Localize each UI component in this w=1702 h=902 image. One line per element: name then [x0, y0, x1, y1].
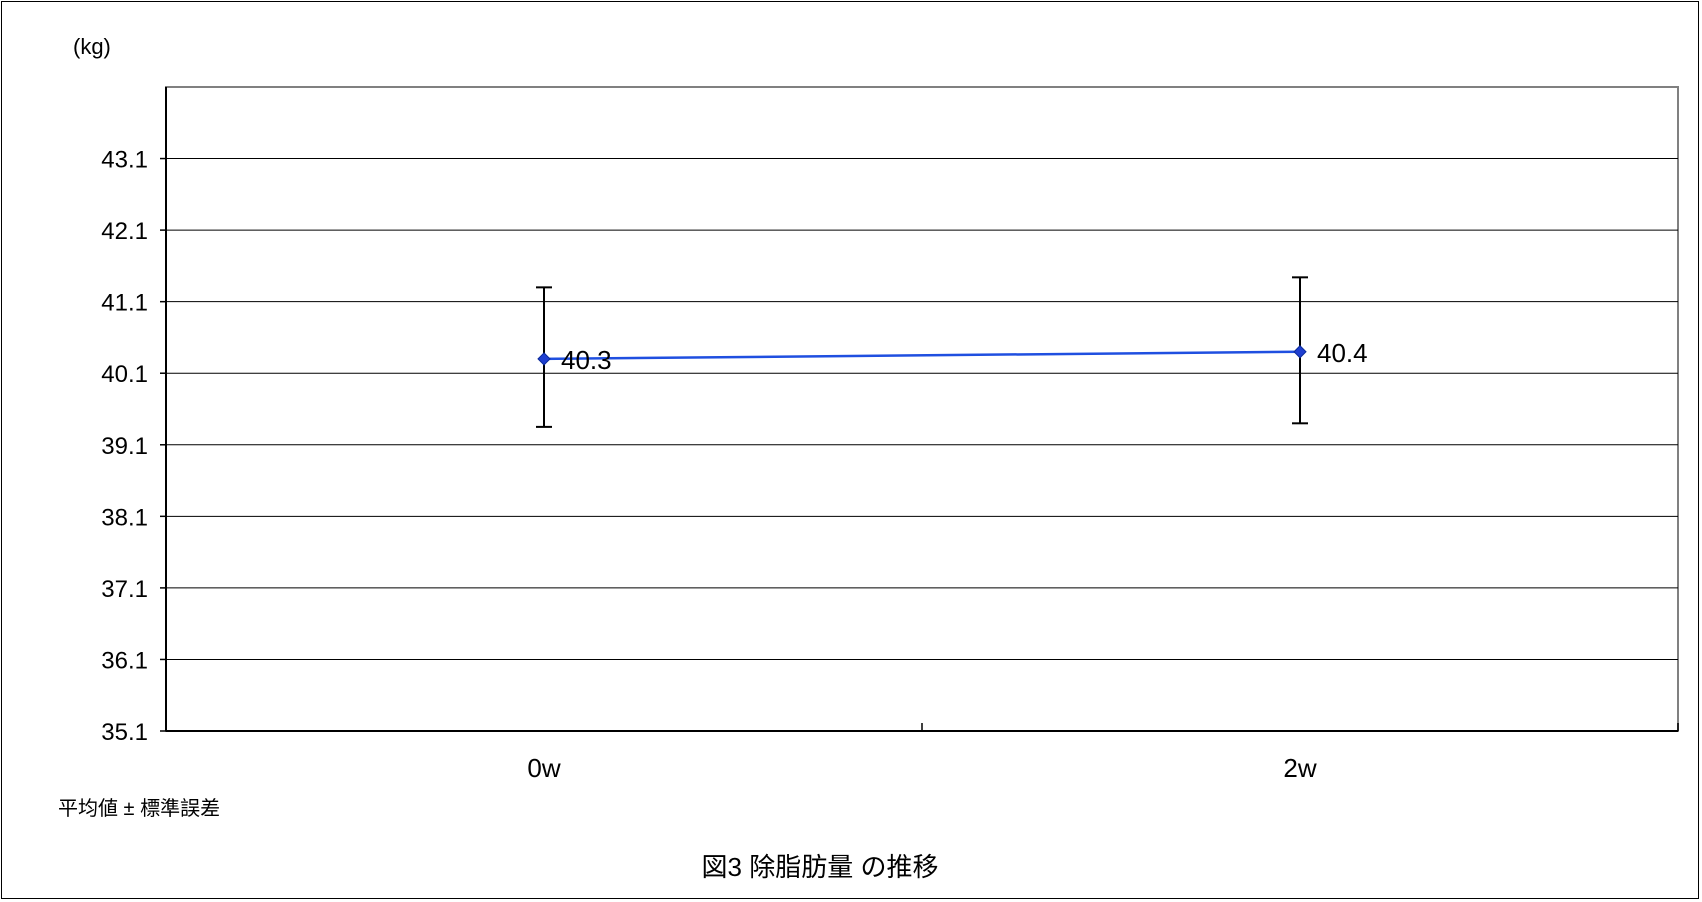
data-point: [537, 352, 551, 366]
chart-title: 図3 除脂肪量 の推移: [702, 852, 939, 882]
series-line: [543, 350, 1301, 361]
y-tick-label: 40.1: [101, 361, 148, 388]
y-tick-label: 43.1: [101, 147, 148, 174]
footnote: 平均値 ± 標準誤差: [58, 797, 220, 820]
data-label: 40.3: [561, 345, 612, 375]
y-tick-label: 42.1: [101, 218, 148, 245]
data-point: [1293, 345, 1307, 359]
y-tick-label: 41.1: [101, 290, 148, 317]
y-tick-label: 39.1: [101, 433, 148, 460]
data-label: 40.4: [1317, 338, 1368, 368]
y-tick-label: 35.1: [101, 719, 148, 746]
x-tick-label: 2w: [1283, 753, 1316, 783]
y-tick-label: 36.1: [101, 647, 148, 674]
y-unit-label: (kg): [73, 34, 111, 59]
y-tick-label: 38.1: [101, 504, 148, 531]
plot-border: [165, 86, 1679, 732]
plot-area: 35.1 36.1 37.1 38.1 39.1 40.1 41.1 42.1 43.1 0w 2w…: [101, 86, 1679, 783]
y-tick-label: 37.1: [101, 576, 148, 603]
x-tick-label: 0w: [527, 753, 560, 783]
